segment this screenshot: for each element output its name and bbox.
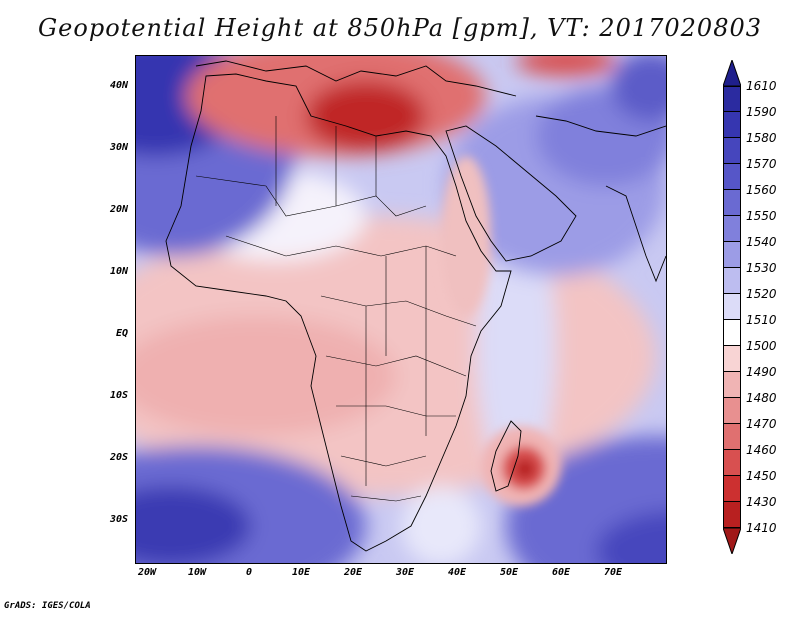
grads-credit: GrADS: IGES/COLA: [4, 601, 91, 611]
lon-label-20e: 20E: [343, 567, 363, 578]
colorbar-box-1565: [723, 164, 741, 190]
colorbar-box-1545: [723, 216, 741, 242]
lon-label-60e: 60E: [551, 567, 571, 578]
colorbar-label: 1540: [746, 235, 777, 249]
colorbar-box-1555: [723, 190, 741, 216]
lat-label-20s: 20S: [109, 452, 128, 463]
lat-label-20n: 20N: [109, 204, 128, 215]
lon-label-70e: 70E: [603, 567, 623, 578]
lat-label-eq: EQ: [115, 328, 128, 339]
colorbar-label: 1520: [746, 287, 777, 301]
map-panel: [135, 55, 667, 564]
lat-label-10n: 10N: [109, 266, 128, 277]
colorbar-box-1575: [723, 138, 741, 164]
colorbar-box-1495: [723, 346, 741, 372]
colorbar-label: 1510: [746, 313, 777, 327]
colorbar-box-1475: [723, 398, 741, 424]
colorbar-max-arrow: [723, 60, 741, 86]
height-field-map: [136, 56, 666, 563]
colorbar-label: 1480: [746, 391, 777, 405]
field-smooth: [136, 56, 666, 563]
colorbar-label: 1460: [746, 443, 777, 457]
colorbar-top-edge: [723, 86, 741, 87]
colorbar-label: 1560: [746, 183, 777, 197]
colorbar-label: 1430: [746, 495, 777, 509]
chart-title: Geopotential Height at 850hPa [gpm], VT:…: [38, 14, 762, 42]
coastlines: [165, 60, 666, 552]
lon-label-20w: 20W: [137, 567, 157, 578]
lat-label-40n: 40N: [109, 80, 128, 91]
colorbar-box-1585: [723, 112, 741, 138]
colorbar-label: 1570: [746, 157, 777, 171]
colorbar-label: 1590: [746, 105, 777, 119]
colorbar-label: 1470: [746, 417, 777, 431]
colorbar-label: 1410: [746, 521, 777, 535]
colorbar-label: 1610: [746, 79, 777, 93]
colorbar-min-arrow: [723, 528, 741, 554]
lat-label-30s: 30S: [109, 514, 128, 525]
lon-label-0: 0: [245, 567, 253, 578]
colorbar-label: 1450: [746, 469, 777, 483]
colorbar-label: 1580: [746, 131, 777, 145]
colorbar-box-1455: [723, 450, 741, 476]
lon-label-10w: 10W: [187, 567, 207, 578]
colorbar-box-1465: [723, 424, 741, 450]
colorbar-label: 1500: [746, 339, 777, 353]
colorbar-box-1485: [723, 372, 741, 398]
colorbar-box-1525: [723, 268, 741, 294]
lat-label-30n: 30N: [109, 142, 128, 153]
colorbar-box-1535: [723, 242, 741, 268]
colorbar-label: 1530: [746, 261, 777, 275]
lon-label-30e: 30E: [395, 567, 415, 578]
colorbar-box-1420: [723, 502, 741, 528]
lat-label-10s: 10S: [109, 390, 128, 401]
colorbar-label: 1490: [746, 365, 777, 379]
colorbar-box-1440: [723, 476, 741, 502]
field-sharp: [441, 156, 561, 506]
colorbar-box-1505: [723, 320, 741, 346]
colorbar-box-1600: [723, 86, 741, 112]
colorbar-box-1515: [723, 294, 741, 320]
lon-label-40e: 40E: [447, 567, 467, 578]
lon-label-10e: 10E: [291, 567, 311, 578]
borders: [195, 116, 477, 502]
lon-label-50e: 50E: [499, 567, 519, 578]
colorbar-label: 1550: [746, 209, 777, 223]
